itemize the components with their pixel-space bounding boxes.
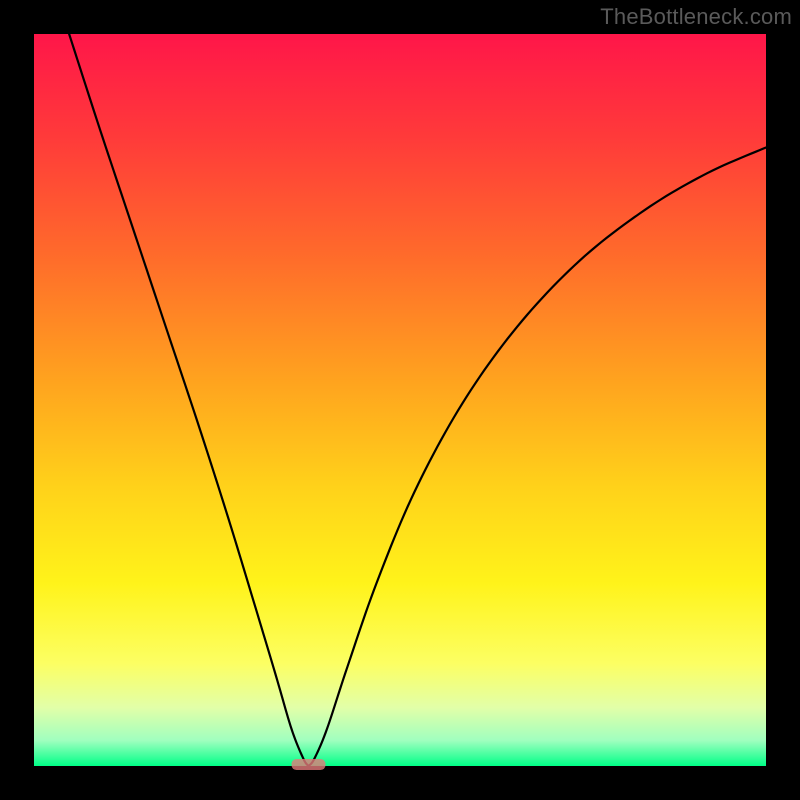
plot-area-background: [34, 34, 766, 766]
bottleneck-chart: [0, 0, 800, 800]
chart-container: TheBottleneck.com: [0, 0, 800, 800]
minimum-marker: [292, 759, 326, 770]
